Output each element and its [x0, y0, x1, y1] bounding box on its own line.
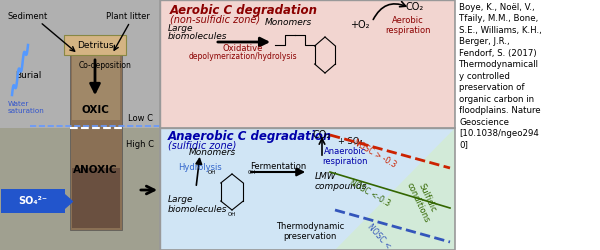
Text: Low C: Low C [128, 114, 152, 123]
Text: ANOXIC: ANOXIC [73, 165, 118, 175]
Text: Aerobic
respiration: Aerobic respiration [385, 16, 431, 36]
Text: Aerobic C degradation: Aerobic C degradation [170, 4, 318, 17]
Text: OH: OH [208, 170, 216, 174]
Text: OXIC: OXIC [81, 105, 109, 115]
Bar [0, 128, 160, 250]
Text: NOSC > -0.3: NOSC > -0.3 [352, 138, 398, 170]
Bar [160, 0, 455, 128]
Text: Water
saturation: Water saturation [8, 101, 45, 114]
Text: Thermodynamic
preservation: Thermodynamic preservation [276, 222, 344, 242]
FancyBboxPatch shape [1, 189, 65, 213]
Text: CO₂: CO₂ [406, 2, 424, 12]
Text: Plant litter: Plant litter [106, 12, 150, 21]
Text: NOSC <-0.3: NOSC <-0.3 [348, 178, 392, 208]
Text: Fermentation: Fermentation [250, 162, 306, 171]
Text: + SO₄: + SO₄ [338, 137, 363, 146]
Text: OH: OH [248, 170, 256, 174]
Text: LMW: LMW [315, 172, 337, 181]
Bar [0, 0, 160, 128]
Text: Large: Large [168, 195, 193, 204]
Text: Oxidative: Oxidative [223, 44, 263, 53]
Text: Sediment: Sediment [8, 12, 48, 21]
Bar [72, 168, 120, 228]
Text: (sulfidic zone): (sulfidic zone) [168, 141, 236, 151]
Text: OH: OH [228, 212, 236, 217]
Text: +O₂: +O₂ [350, 20, 370, 30]
FancyBboxPatch shape [64, 35, 126, 55]
Text: Boye, K., Noël, V.,
Tfaily, M.M., Bone,
S.E., Williams, K.H.,
Berger, J.R.,
Fend: Boye, K., Noël, V., Tfaily, M.M., Bone, … [459, 3, 542, 150]
Polygon shape [335, 128, 455, 250]
Text: Monomers: Monomers [188, 148, 236, 157]
Bar [72, 40, 120, 120]
Text: biomolecules: biomolecules [168, 205, 227, 214]
Text: Hydrolysis: Hydrolysis [178, 164, 222, 172]
Text: Anaerobic
respiration: Anaerobic respiration [322, 147, 368, 167]
Text: compounds: compounds [315, 182, 367, 191]
Text: Detritus: Detritus [77, 40, 113, 50]
Text: Sulfidic
conditions: Sulfidic conditions [405, 176, 441, 224]
Text: NOSC < -0.6: NOSC < -0.6 [366, 222, 404, 250]
Text: SO₄²⁻: SO₄²⁻ [19, 196, 47, 206]
Text: CO₂: CO₂ [313, 130, 331, 140]
Text: depolymerization/hydrolysis: depolymerization/hydrolysis [188, 52, 298, 61]
Text: Anaerobic C degradation: Anaerobic C degradation [168, 130, 332, 143]
Bar [70, 35, 122, 230]
Text: Monomers: Monomers [265, 18, 311, 27]
Text: Large: Large [168, 24, 193, 33]
Bar [455, 0, 600, 250]
Text: biomolecules: biomolecules [168, 32, 227, 41]
Text: Burial: Burial [15, 70, 41, 80]
Text: High C: High C [126, 140, 154, 149]
Text: (non-sulfidic zone): (non-sulfidic zone) [170, 14, 260, 24]
Text: Co-deposition: Co-deposition [79, 61, 131, 70]
Bar [160, 0, 455, 250]
Bar [160, 128, 455, 250]
